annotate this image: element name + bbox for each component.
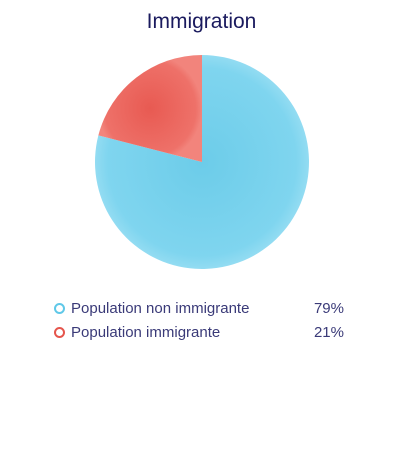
legend-value: 21%	[313, 323, 344, 341]
legend-marker-circle-icon	[54, 302, 65, 314]
pie-chart	[90, 50, 314, 274]
legend-item-non-immigrant[interactable]: Population non immigrante 79%	[54, 296, 346, 320]
legend-label: Population non immigrante	[71, 299, 250, 317]
legend-item-immigrant[interactable]: Population immigrante 21%	[54, 320, 346, 344]
legend: Population non immigrante 79% Population…	[54, 296, 346, 344]
legend-value: 79%	[313, 299, 344, 317]
pie-svg	[95, 55, 309, 269]
chart-title: Immigration	[146, 10, 257, 33]
legend-marker-circle-icon	[54, 326, 65, 338]
legend-label: Population immigrante	[71, 323, 221, 341]
pie-slice-immigrant[interactable]	[98, 55, 202, 162]
